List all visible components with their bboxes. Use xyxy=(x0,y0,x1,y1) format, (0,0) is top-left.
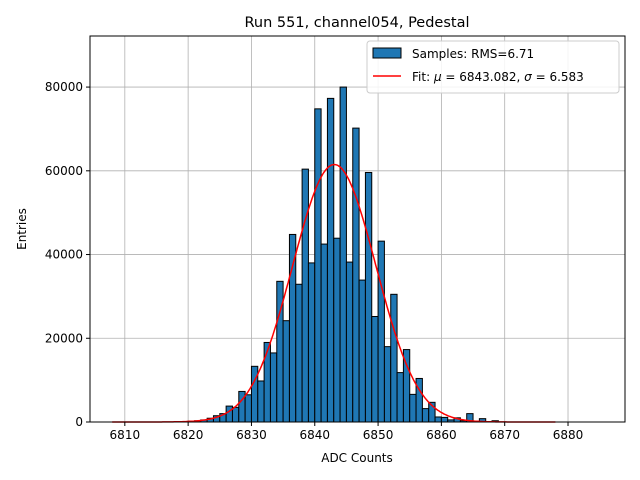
histogram-bar xyxy=(301,168,309,423)
histogram-bar xyxy=(288,233,297,423)
y-tick-label: 0 xyxy=(75,415,83,429)
histogram-bar xyxy=(383,346,392,423)
y-tick-label: 20000 xyxy=(45,331,83,345)
histogram-bar xyxy=(440,416,449,423)
legend-histogram-patch xyxy=(372,47,402,59)
histogram-bar xyxy=(345,261,354,423)
histogram-bar xyxy=(409,393,417,423)
x-tick-label: 6860 xyxy=(426,428,457,442)
histogram-bar xyxy=(390,293,398,423)
x-axis-label: ADC Counts xyxy=(321,451,393,465)
x-tick-label: 6830 xyxy=(236,428,267,442)
legend-histogram-label: Samples: RMS=6.71 xyxy=(412,47,534,61)
histogram-bar xyxy=(352,127,360,423)
histogram-bar xyxy=(307,262,316,423)
histogram-bar xyxy=(295,283,303,423)
chart-title: Run 551, channel054, Pedestal xyxy=(244,15,469,31)
legend-fit-label: Fit: μ = 6843.082, σ = 6.583 xyxy=(412,70,584,84)
y-tick-label: 40000 xyxy=(45,248,83,262)
histogram-bar xyxy=(396,372,404,423)
histogram-bar xyxy=(269,352,278,423)
histogram-bar xyxy=(231,406,240,423)
histogram-bar xyxy=(225,405,233,423)
histogram-bars xyxy=(187,86,499,423)
histogram-bar xyxy=(333,237,341,423)
histogram-bar xyxy=(244,394,252,423)
x-tick-label: 6850 xyxy=(363,428,394,442)
x-tick-label: 6810 xyxy=(110,428,141,442)
histogram-bar xyxy=(257,380,265,423)
x-tick-label: 6870 xyxy=(489,428,520,442)
x-tick-label: 6820 xyxy=(173,428,204,442)
legend: Samples: RMS=6.71 Fit: μ = 6843.082, σ =… xyxy=(366,40,620,94)
histogram-bar xyxy=(320,243,328,423)
histogram-bar xyxy=(371,315,379,423)
y-tick-label: 80000 xyxy=(45,80,83,94)
axis-ticks: 6810 6820 6830 6840 6850 6860 6870 6880 0 20000 40… xyxy=(45,80,583,442)
x-tick-label: 6880 xyxy=(553,428,584,442)
histogram-bar xyxy=(263,341,271,423)
histogram-bar xyxy=(421,408,430,423)
histogram-bar xyxy=(326,97,335,423)
histogram-bar xyxy=(377,240,385,423)
histogram-bar xyxy=(434,416,442,423)
histogram-bar xyxy=(282,320,290,423)
histogram-bar xyxy=(358,279,366,423)
histogram-bar xyxy=(314,108,322,423)
histogram-bar xyxy=(339,86,347,423)
x-tick-label: 6840 xyxy=(299,428,330,442)
y-axis-label: Entries xyxy=(15,208,29,250)
histogram-bar xyxy=(364,171,373,423)
plot-frame xyxy=(89,35,626,423)
y-tick-label: 60000 xyxy=(45,164,83,178)
